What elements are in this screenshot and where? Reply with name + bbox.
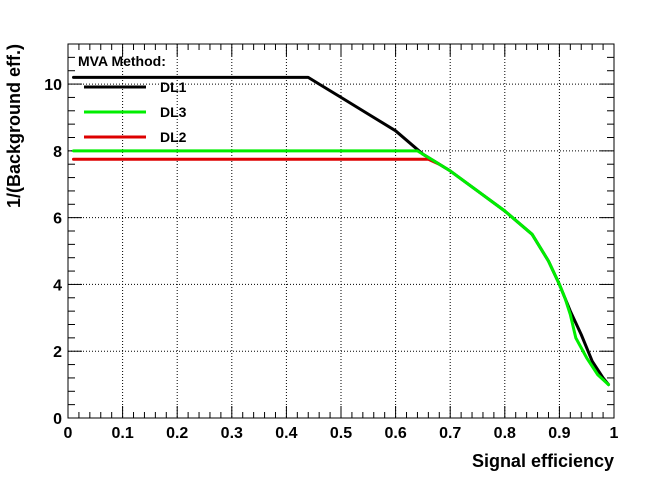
y-tick-label: 10 xyxy=(44,77,62,94)
x-tick-label: 0.6 xyxy=(384,425,406,442)
series-line-dl2 xyxy=(72,157,441,166)
legend-title: MVA Method: xyxy=(78,53,166,69)
x-tick-label: 0.4 xyxy=(275,425,297,442)
y-tick-label: 4 xyxy=(53,277,62,294)
x-tick-label: 0 xyxy=(64,425,73,442)
y-axis-title: 1/(Background eff.) xyxy=(4,44,24,208)
x-tick-label: 0.8 xyxy=(494,425,516,442)
series-line-dl3 xyxy=(72,149,610,387)
y-tick-label: 2 xyxy=(53,344,62,361)
series-layer xyxy=(72,75,610,387)
x-tick-label: 1 xyxy=(610,425,619,442)
y-tick-label: 8 xyxy=(53,144,62,161)
legend-label-dl2: DL2 xyxy=(160,129,187,145)
legend-label-dl1: DL1 xyxy=(160,79,187,95)
legend-label-dl3: DL3 xyxy=(160,104,187,120)
x-tick-label: 0.2 xyxy=(166,425,188,442)
y-tick-label: 6 xyxy=(53,211,62,228)
x-tick-label: 0.5 xyxy=(330,425,352,442)
x-axis-title: Signal efficiency xyxy=(472,451,614,471)
x-tick-label: 0.7 xyxy=(439,425,461,442)
x-tick-label: 0.9 xyxy=(548,425,570,442)
grid-layer xyxy=(67,44,615,419)
legend: MVA Method: DL1 DL3 DL2 xyxy=(78,53,187,145)
x-tick-label: 0.3 xyxy=(221,425,243,442)
y-tick-label: 0 xyxy=(53,411,62,428)
x-tick-label: 0.1 xyxy=(111,425,133,442)
